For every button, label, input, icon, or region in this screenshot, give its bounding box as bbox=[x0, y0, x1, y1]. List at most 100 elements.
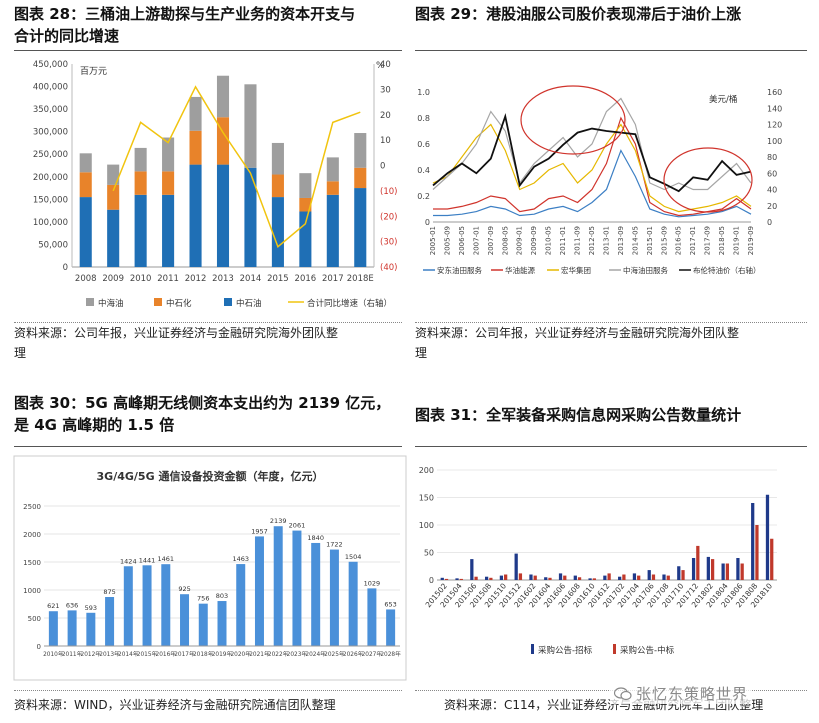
fig31-bar-采购公告-招标 bbox=[691, 558, 696, 580]
fig30-bar bbox=[386, 609, 396, 646]
fig28-growth-line bbox=[112, 85, 361, 248]
fig31-bar-采购公告-中标 bbox=[710, 559, 715, 580]
fig31-ytick: 50 bbox=[424, 549, 434, 558]
fig30-title: 图表 30：5G 高峰期无线侧资本支出约为 2139 亿元， 是 4G 高峰期的… bbox=[14, 392, 414, 436]
fig28-ytick-left: 50,000 bbox=[38, 240, 68, 250]
fig30-xtick: 2025年 bbox=[324, 650, 345, 658]
fig31-bar-采购公告-招标 bbox=[632, 573, 637, 580]
fig29-series-布伦特油价（右轴） bbox=[432, 112, 752, 193]
fig30-xtick: 2018年 bbox=[193, 650, 214, 658]
fig31-bar-采购公告-中标 bbox=[548, 577, 552, 580]
fig29-ytick-left: 1.0 bbox=[417, 88, 430, 97]
fig30-bar bbox=[329, 549, 339, 646]
fig30-xtick: 2023年 bbox=[287, 650, 308, 658]
fig31-bar-采购公告-招标 bbox=[470, 559, 474, 580]
fig28-bar-中石油 bbox=[189, 164, 202, 267]
fig31-bar-采购公告-中标 bbox=[607, 573, 611, 580]
fig28-xtick: 2011 bbox=[157, 274, 179, 284]
fig29-ytick-left: 0.4 bbox=[417, 166, 430, 175]
fig30-data-label: 1722 bbox=[326, 541, 343, 549]
fig30-bar bbox=[273, 526, 283, 646]
fig30-xtick: 2011年 bbox=[62, 650, 83, 658]
fig30-bottom-rule bbox=[14, 690, 402, 691]
fig28-legend-swatch bbox=[224, 298, 232, 306]
fig30-bar bbox=[86, 612, 96, 646]
fig29-ytick-right: 0 bbox=[767, 218, 772, 227]
fig31-bar-采购公告-招标 bbox=[618, 576, 622, 580]
fig31-bar-采购公告-中标 bbox=[563, 575, 567, 580]
fig28-xtick: 2018E bbox=[347, 274, 374, 284]
fig28-bar-中石油 bbox=[244, 167, 257, 267]
fig28-xtick: 2008 bbox=[75, 274, 97, 284]
fig30-bar bbox=[254, 536, 264, 646]
fig30-xtick: 2024年 bbox=[305, 650, 326, 658]
fig28-bar-中海油 bbox=[216, 75, 230, 118]
fig31-bar-采购公告-招标 bbox=[706, 556, 710, 580]
fig30-bar bbox=[198, 603, 208, 646]
fig30-xtick: 2017年 bbox=[174, 650, 195, 658]
fig30-data-label: 1441 bbox=[139, 556, 156, 564]
fig29-legend-label: 安东油田服务 bbox=[437, 265, 482, 275]
fig28-bar-中石油 bbox=[299, 211, 312, 267]
fig31-bar-采购公告-招标 bbox=[499, 575, 504, 580]
fig31-bar-采购公告-中标 bbox=[755, 525, 759, 580]
fig29-ytick-right: 60 bbox=[767, 169, 777, 178]
fig29-xtick: 2011-01 bbox=[559, 226, 567, 255]
fig30-data-label: 875 bbox=[103, 588, 115, 596]
fig30-xtick: 2026年 bbox=[343, 650, 364, 658]
fig29-series-安东油田服务 bbox=[433, 149, 752, 218]
fig29-source-line2: 理 bbox=[415, 346, 428, 360]
fig29-legend-label: 布伦特油价（右轴） bbox=[693, 265, 761, 275]
fig31-legend-swatch bbox=[613, 644, 616, 654]
fig28-bar-中石油 bbox=[271, 197, 284, 267]
fig29-xtick: 2007-09 bbox=[487, 226, 495, 255]
fig28-bar-中石化 bbox=[79, 172, 92, 198]
fig31-bar-采购公告-招标 bbox=[662, 574, 666, 580]
fig28-ytick-left: 450,000 bbox=[33, 60, 68, 70]
fig30-chart: 3G/4G/5G 通信设备投资金额（年度，亿元） 0 500 1000 1500 2000… bbox=[13, 455, 407, 681]
fig29-xtick: 2019-09 bbox=[747, 226, 755, 255]
fig28-bar-中石化 bbox=[216, 117, 230, 165]
fig29-source-line1: 资料来源：公司年报，兴业证券经济与金融研究院海外团队整 bbox=[415, 326, 740, 340]
fig28-bottom-rule bbox=[14, 322, 402, 323]
fig31-ytick: 0 bbox=[429, 576, 434, 585]
fig28-xtick: 2014 bbox=[240, 274, 262, 284]
fig31-bar-采购公告-招标 bbox=[440, 577, 444, 580]
fig28-bar-中石化 bbox=[299, 197, 312, 212]
fig29-xtick: 2008-05 bbox=[501, 226, 509, 255]
fig28-ytick-right: (40) bbox=[380, 263, 397, 273]
fig28-legend-label: 中海油 bbox=[98, 298, 124, 309]
fig29-series-华油能源 bbox=[433, 116, 752, 217]
fig28-bar-中海油 bbox=[299, 173, 312, 198]
fig28-bar-中石化 bbox=[134, 171, 147, 195]
fig29-xtick: 2016-05 bbox=[675, 226, 683, 255]
fig29-highlight-circle bbox=[663, 147, 753, 213]
fig28-bar-中石油 bbox=[107, 209, 120, 267]
fig28-legend-swatch bbox=[154, 298, 162, 306]
fig28-bar-中海油 bbox=[244, 84, 257, 168]
fig29-bottom-rule bbox=[415, 322, 807, 323]
fig31-ytick: 100 bbox=[419, 521, 434, 530]
fig29-series-宏华集团 bbox=[432, 123, 752, 213]
fig28-ytick-right: (30) bbox=[380, 238, 397, 248]
fig28-ytick-left: 250,000 bbox=[33, 150, 68, 160]
fig31-legend-label: 采购公告-中标 bbox=[620, 645, 675, 656]
fig30-data-label: 1957 bbox=[251, 527, 268, 535]
fig30-xtick: 2012年 bbox=[81, 650, 102, 658]
fig28-bar-中海油 bbox=[326, 157, 339, 182]
fig30-bar bbox=[348, 561, 358, 646]
fig30-xtick: 2020年 bbox=[230, 650, 251, 658]
fig30-bar bbox=[217, 601, 227, 646]
fig30-data-label: 756 bbox=[197, 595, 209, 603]
fig29-xtick: 2005-09 bbox=[443, 226, 451, 255]
fig28-bar-中石油 bbox=[354, 188, 367, 267]
fig28-ytick-left: 0 bbox=[63, 263, 68, 273]
fig28-ytick-left: 150,000 bbox=[33, 195, 68, 205]
fig29-xtick: 2017-01 bbox=[689, 226, 697, 255]
fig30-bar bbox=[311, 542, 321, 646]
fig29-ytick-right: 20 bbox=[767, 202, 777, 211]
fig30-bar bbox=[367, 588, 377, 646]
fig31-bar-采购公告-中标 bbox=[696, 545, 700, 580]
fig29-right-unit: 美元/桶 bbox=[709, 94, 737, 105]
fig28-bar-中海油 bbox=[271, 142, 284, 175]
